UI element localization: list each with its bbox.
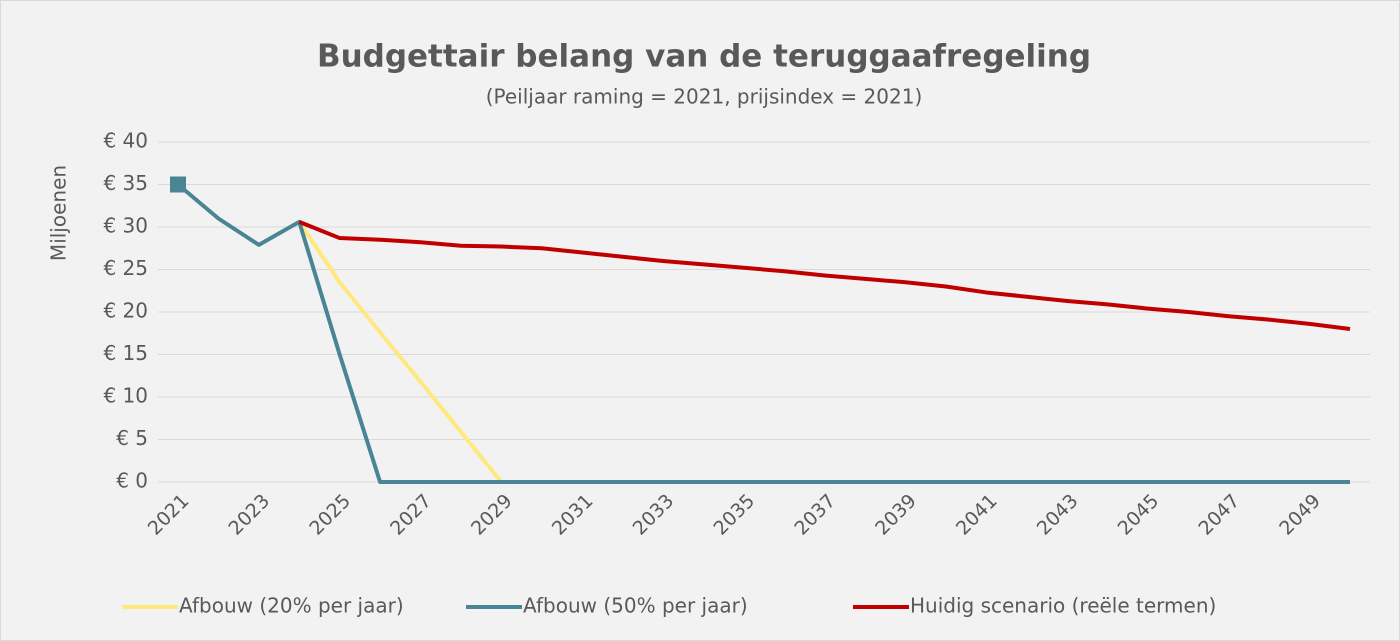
legend-label: Afbouw (20% per jaar) — [179, 594, 404, 618]
y-tick-label: € 5 — [116, 426, 148, 450]
legend-label: Afbouw (50% per jaar) — [523, 594, 748, 618]
chart-subtitle: (Peiljaar raming = 2021, prijsindex = 20… — [486, 85, 923, 109]
point-marker — [170, 176, 186, 193]
series-line — [298, 220, 1351, 331]
y-tick-label: € 10 — [103, 384, 148, 408]
y-tick-label: € 35 — [103, 171, 148, 195]
y-tick-label: € 30 — [103, 214, 148, 238]
y-tick-label: € 15 — [103, 341, 148, 365]
y-tick-label: € 40 — [103, 129, 148, 153]
y-tick-label: € 25 — [103, 256, 148, 280]
y-tick-label: € 20 — [103, 299, 148, 323]
y-axis-label: Miljoenen — [47, 165, 71, 261]
chart-title: Budgettair belang van de teruggaafregeli… — [317, 39, 1091, 75]
series-line — [176, 182, 1350, 484]
y-tick-label: € 0 — [116, 469, 148, 493]
legend-label: Huidig scenario (reële termen) — [910, 594, 1216, 618]
